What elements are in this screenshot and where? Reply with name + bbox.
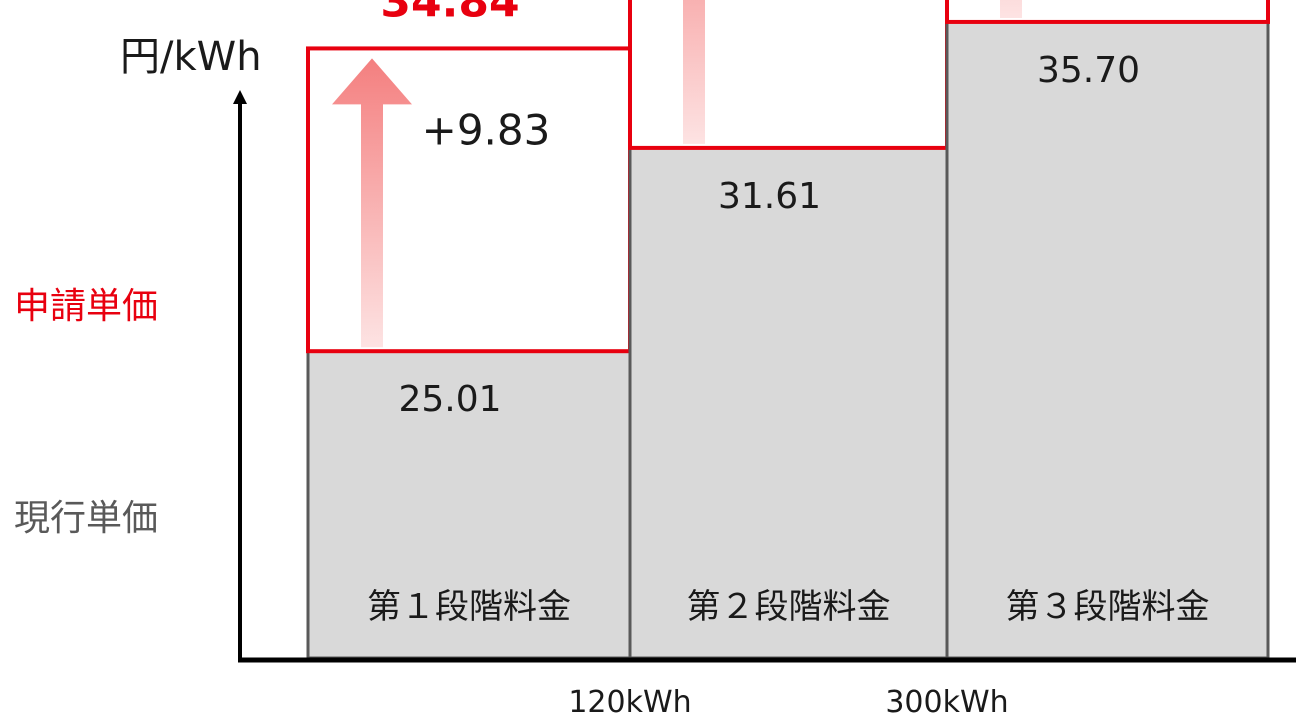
category-label: 第２段階料金 [687,587,891,627]
x-boundary-label: 300kWh [885,685,1008,720]
current-rate-bar [945,20,1270,660]
y-axis-label: 円/kWh [120,34,262,80]
increase-arrow-icon [332,58,412,348]
category-label: 第１段階料金 [367,587,571,627]
current-rate-label: 25.01 [398,379,501,420]
increase-label: +9.83 [422,105,551,154]
y-axis-arrowhead [233,90,247,104]
x-boundary-label: 120kWh [568,685,691,720]
current-rate-bar [628,146,949,660]
legend-current-rate: 現行単価 [14,498,158,539]
proposed-rate-label: 34.84 [380,0,519,27]
current-rate-label: 31.61 [718,176,821,217]
increase-arrow-icon [1000,0,1022,18]
current-rate-bar [306,349,632,660]
legend-proposed-rate: 申請単価 [14,286,158,327]
proposed-rate-increase-box [945,0,1270,24]
current-rate-label: 35.70 [1037,50,1140,91]
proposed-rate-increase-box [628,0,949,150]
increase-arrow-icon [683,0,705,144]
category-label: 第３段階料金 [1006,587,1210,627]
